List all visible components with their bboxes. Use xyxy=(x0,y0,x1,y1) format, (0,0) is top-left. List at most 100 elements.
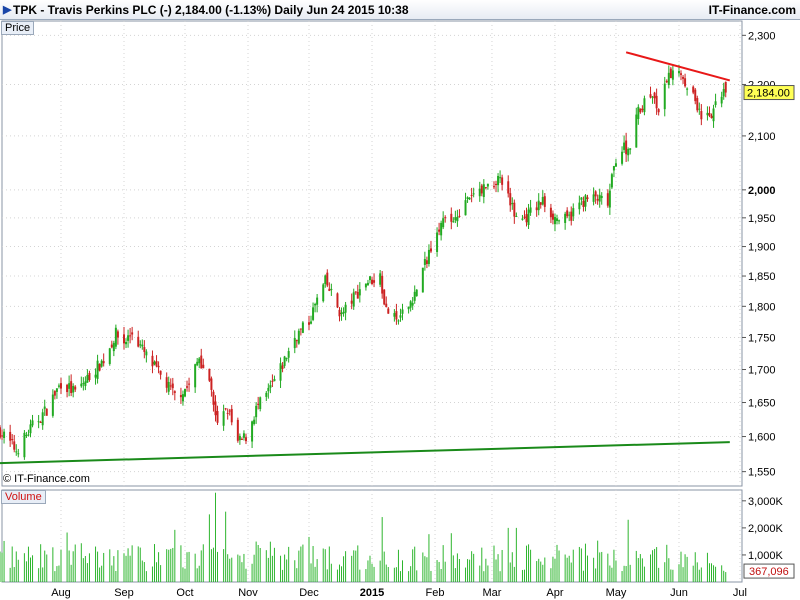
price-tick-label: 2,000 xyxy=(748,185,776,197)
price-candle-body xyxy=(436,232,439,252)
price-candle-body xyxy=(129,335,132,337)
price-candle-body xyxy=(66,384,69,393)
price-candle-body xyxy=(454,217,457,221)
price-candle-body xyxy=(342,311,345,314)
price-candle-body xyxy=(330,288,333,290)
price-candles xyxy=(0,64,727,460)
price-tick-label: 2,300 xyxy=(748,30,776,42)
price-candle-body xyxy=(501,177,504,185)
price-candle-body xyxy=(686,88,689,90)
time-tick-label: Oct xyxy=(176,587,193,599)
price-candle-body xyxy=(379,273,382,285)
price-candle-body xyxy=(598,194,601,202)
price-candle-body xyxy=(151,355,154,367)
price-candle-body xyxy=(269,385,272,388)
price-candle-body xyxy=(202,364,205,369)
price-candle-body xyxy=(340,312,343,315)
price-candle-body xyxy=(139,344,142,346)
price-candle-body xyxy=(358,289,361,296)
price-panel-tab[interactable]: Price xyxy=(1,21,35,35)
price-candle-body xyxy=(566,210,569,217)
price-candle-body xyxy=(470,194,473,196)
price-candle-body xyxy=(582,200,585,207)
price-candle-body xyxy=(328,288,331,291)
price-candle-body xyxy=(137,336,140,347)
price-candle-body xyxy=(720,96,723,104)
price-candle-body xyxy=(9,431,12,441)
price-candle-body xyxy=(509,193,512,206)
price-candle-body xyxy=(527,209,530,226)
price-candle-body xyxy=(25,435,28,437)
price-candle-body xyxy=(295,339,298,342)
price-candle-body xyxy=(641,108,644,111)
volume-tick-label: 3,000K xyxy=(748,496,784,508)
price-candle-body xyxy=(41,412,44,426)
price-tick-label: 1,850 xyxy=(748,271,776,283)
price-candle-body xyxy=(606,193,609,206)
price-candle-body xyxy=(456,216,459,222)
price-candle-body xyxy=(1,435,4,437)
price-candle-body xyxy=(82,383,85,385)
volume-panel-tab[interactable]: Volume xyxy=(1,490,46,504)
price-candle-body xyxy=(194,364,197,388)
price-candle-body xyxy=(383,289,386,305)
price-candle-body xyxy=(549,207,552,218)
price-candle-body xyxy=(643,98,646,113)
price-candle-body xyxy=(13,441,16,450)
price-candle-body xyxy=(511,203,514,205)
price-candle-body xyxy=(344,304,347,313)
price-candle-body xyxy=(395,311,398,320)
price-candle-body xyxy=(29,424,32,434)
time-tick-label: Sep xyxy=(114,587,134,599)
price-candle-body xyxy=(314,303,317,306)
price-candle-body xyxy=(224,408,227,410)
price-candle-body xyxy=(409,301,412,308)
price-candle-body xyxy=(186,386,189,388)
price-tick-label: 1,650 xyxy=(748,398,776,410)
price-candle-body xyxy=(551,213,554,220)
price-candle-body xyxy=(385,303,388,308)
price-candle-body xyxy=(80,383,83,387)
price-candle-body xyxy=(637,106,640,119)
price-candle-body xyxy=(350,300,353,304)
time-tick-label: Mar xyxy=(482,587,501,599)
price-candle-body xyxy=(499,177,502,179)
price-candle-body xyxy=(310,321,313,324)
price-candle-body xyxy=(127,335,130,341)
last-price-label: 2,184.00 xyxy=(747,88,790,100)
price-candle-body xyxy=(108,348,111,364)
price-candle-body xyxy=(373,280,376,283)
price-candle-body xyxy=(316,297,319,305)
price-candle-body xyxy=(442,218,445,228)
price-candle-body xyxy=(281,365,284,369)
price-candle-body xyxy=(570,211,573,221)
price-candle-body xyxy=(39,421,42,423)
price-candle-body xyxy=(112,342,115,352)
price-candle-body xyxy=(608,190,611,208)
price-candle-body xyxy=(401,309,404,314)
price-candle-body xyxy=(653,92,656,99)
price-candle-body xyxy=(179,395,182,398)
price-candle-body xyxy=(663,83,666,110)
price-candle-body xyxy=(100,360,103,367)
price-candle-body xyxy=(712,108,715,122)
price-candle-body xyxy=(216,411,219,423)
price-candle-body xyxy=(336,293,339,308)
price-candle-body xyxy=(155,360,158,367)
price-candle-body xyxy=(495,183,498,185)
price-candle-body xyxy=(31,420,34,426)
price-candle-body xyxy=(98,363,101,371)
price-candle-body xyxy=(167,381,170,392)
price-candle-body xyxy=(0,427,1,438)
last-volume-box xyxy=(743,563,795,579)
price-candle-body xyxy=(706,112,709,116)
price-candle-body xyxy=(74,386,77,390)
price-candle-body xyxy=(228,410,231,412)
price-candle-body xyxy=(141,344,144,347)
price-candle-body xyxy=(529,207,532,213)
price-candle-body xyxy=(183,388,186,397)
price-candle-body xyxy=(123,334,126,344)
price-candle-body xyxy=(399,315,402,318)
price-candle-body xyxy=(267,387,270,392)
